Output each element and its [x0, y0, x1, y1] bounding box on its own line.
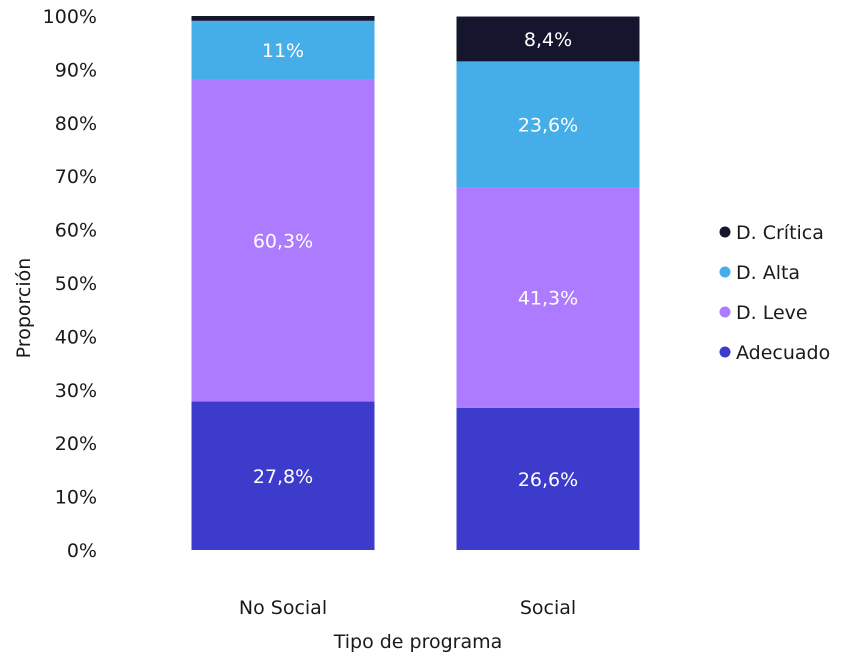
- y-axis-ticks: 0% 10% 20% 30% 40% 50% 60% 70% 80% 90% 100%: [43, 6, 97, 562]
- bar-segment: [191, 401, 375, 550]
- y-tick-label: 30%: [55, 380, 97, 402]
- y-tick-label: 40%: [55, 326, 97, 348]
- bar-segment: [191, 79, 375, 402]
- legend-marker: [719, 306, 731, 318]
- bar-segment: [191, 20, 375, 80]
- x-category-label: No Social: [239, 597, 327, 619]
- x-axis-title: Tipo de programa: [333, 631, 503, 653]
- legend-label: D. Leve: [736, 302, 808, 324]
- bar-segment: [456, 187, 640, 408]
- data-label: 60,3%: [253, 231, 313, 253]
- bar-segment: [191, 16, 375, 21]
- y-tick-label: 70%: [55, 166, 97, 188]
- data-label: 41,3%: [518, 288, 578, 310]
- x-category-label: Social: [520, 597, 576, 619]
- data-label: 11%: [262, 40, 304, 62]
- data-label: 27,8%: [253, 466, 313, 488]
- y-tick-label: 80%: [55, 113, 97, 135]
- y-tick-label: 60%: [55, 220, 97, 242]
- data-label: 23,6%: [518, 114, 578, 136]
- y-tick-label: 100%: [43, 6, 97, 28]
- legend-label: D. Crítica: [736, 222, 824, 244]
- data-label: 8,4%: [524, 29, 572, 51]
- y-tick-label: 50%: [55, 273, 97, 295]
- legend-marker: [719, 226, 731, 238]
- bar-segment: [456, 407, 640, 550]
- bar-segment: [456, 16, 640, 62]
- legend-marker: [719, 266, 731, 278]
- y-tick-label: 10%: [55, 487, 97, 509]
- y-tick-label: 20%: [55, 433, 97, 455]
- x-axis-categories: No Social Social: [239, 597, 576, 619]
- y-tick-label: 90%: [55, 59, 97, 81]
- legend-label: Adecuado: [736, 342, 830, 364]
- bars: 27,8% 60,3% 11% 26,6% 41,3% 23,6% 8,4%: [191, 16, 640, 550]
- y-axis-title: Proporción: [13, 258, 35, 359]
- legend: D. Crítica D. Alta D. Leve Adecuado: [719, 222, 830, 364]
- y-tick-label: 0%: [67, 540, 97, 562]
- legend-marker: [719, 346, 731, 358]
- data-label: 26,6%: [518, 469, 578, 491]
- legend-label: D. Alta: [736, 262, 800, 284]
- bar-segment: [456, 61, 640, 188]
